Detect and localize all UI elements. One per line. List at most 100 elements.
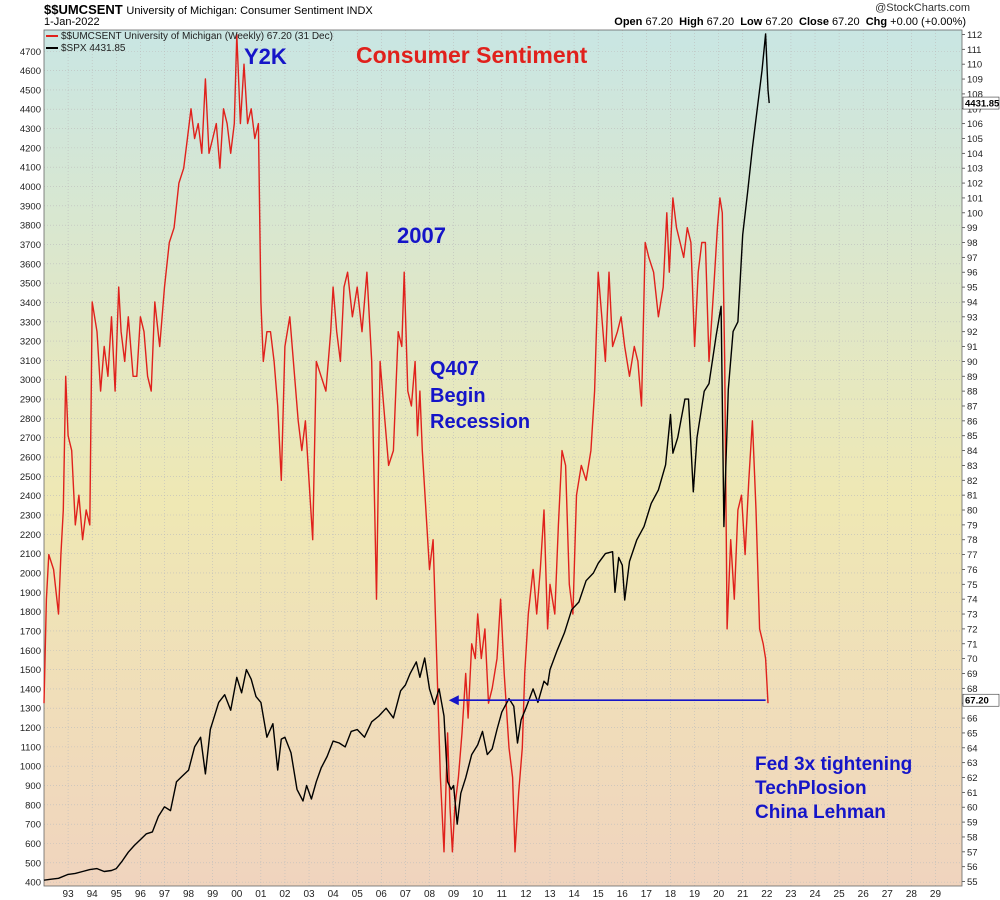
right-tick-label: 68 (967, 684, 978, 695)
left-tick-label: 3400 (20, 298, 41, 309)
right-tick-label: 86 (967, 416, 978, 427)
x-tick-label: 02 (279, 889, 291, 900)
low-value: 67.20 (765, 16, 793, 28)
right-tick-label: 69 (967, 669, 978, 680)
right-tick-label: 104 (967, 149, 983, 160)
right-tick-label: 95 (967, 283, 978, 294)
x-tick-label: 18 (665, 889, 677, 900)
right-tick-label: 71 (967, 639, 978, 650)
x-tick-label: 94 (87, 889, 99, 900)
left-tick-label: 600 (25, 839, 41, 850)
x-tick-label: 17 (641, 889, 653, 900)
right-tick-label: 72 (967, 624, 978, 635)
right-tick-label: 103 (967, 164, 983, 175)
legend-item-umcsent: $$UMCSENT University of Michigan (Weekly… (46, 31, 333, 43)
annotation-techplosion: TechPlosion (755, 778, 867, 799)
right-tick-label: 110 (967, 60, 982, 71)
x-tick-label: 95 (111, 889, 123, 900)
right-tick-label: 90 (967, 357, 978, 368)
symbol-title: $$UMCSENT University of Michigan: Consum… (44, 2, 373, 17)
left-tick-label: 2500 (20, 472, 41, 483)
left-tick-label: 1000 (20, 762, 41, 773)
left-tick-label: 2100 (20, 549, 41, 560)
right-tick-label: 59 (967, 818, 978, 829)
left-tick-label: 1700 (20, 626, 41, 637)
open-label: Open (614, 16, 643, 28)
left-tick-label: 3600 (20, 259, 41, 270)
left-tick-label: 2000 (20, 568, 41, 579)
x-tick-label: 25 (834, 889, 846, 900)
spx-last-value-tag-box (962, 96, 1000, 110)
left-tick-label: 3800 (20, 221, 41, 232)
annotation-title: Consumer Sentiment (356, 42, 588, 68)
right-tick-label: 111 (967, 45, 981, 56)
x-tick-label: 27 (882, 889, 894, 900)
right-tick-label: 83 (967, 461, 978, 472)
x-tick-label: 08 (424, 889, 436, 900)
left-tick-label: 400 (25, 878, 41, 889)
right-tick-label: 56 (967, 862, 978, 873)
right-tick-label: 60 (967, 803, 978, 814)
chart-legend: $$UMCSENT University of Michigan (Weekly… (46, 31, 333, 55)
plot-frame (43, 29, 963, 887)
left-tick-label: 4700 (20, 47, 41, 58)
left-tick-label: 3500 (20, 279, 41, 290)
x-tick-label: 21 (737, 889, 749, 900)
x-tick-label: 07 (400, 889, 412, 900)
left-tick-label: 4500 (20, 85, 41, 96)
left-tick-label: 900 (25, 781, 41, 792)
right-tick-label: 102 (967, 179, 983, 190)
left-tick-label: 1400 (20, 684, 41, 695)
right-tick-label: 81 (967, 491, 978, 502)
right-tick-label: 62 (967, 773, 978, 784)
right-tick-label: 100 (967, 208, 983, 219)
left-tick-label: 4600 (20, 66, 41, 77)
symbol: $$UMCSENT (44, 2, 123, 17)
x-tick-label: 24 (809, 889, 821, 900)
left-tick-label: 700 (25, 820, 41, 831)
left-tick-label: 1300 (20, 704, 41, 715)
x-tick-label: 97 (159, 889, 171, 900)
left-tick-label: 2200 (20, 530, 41, 541)
left-tick-label: 3300 (20, 317, 41, 328)
x-tick-label: 11 (497, 889, 508, 900)
left-tick-label: 3100 (20, 356, 41, 367)
right-tick-label: 94 (967, 297, 978, 308)
right-tick-label: 75 (967, 580, 978, 591)
low-label: Low (740, 16, 763, 28)
x-tick-label: 05 (352, 889, 364, 900)
annotation-q407: Q407 (430, 358, 479, 380)
right-tick-label: 99 (967, 223, 978, 234)
right-tick-label: 55 (967, 877, 978, 888)
left-tick-label: 2400 (20, 491, 41, 502)
right-tick-label: 74 (967, 595, 978, 606)
left-tick-label: 2800 (20, 414, 41, 425)
x-tick-label: 96 (135, 889, 147, 900)
x-axis-group: 93 94 95 96 97 98 99 00 01 02 03 04 05 06 07 08 09 10 11 12… (63, 30, 942, 900)
right-tick-label: 85 (967, 431, 978, 442)
annotation-begin: Begin (430, 385, 486, 407)
x-tick-label: 15 (593, 889, 605, 900)
left-tick-label: 4400 (20, 105, 41, 116)
x-tick-label: 19 (689, 889, 701, 900)
x-tick-label: 99 (207, 889, 219, 900)
x-tick-label: 29 (930, 889, 942, 900)
left-tick-label: 2600 (20, 453, 41, 464)
right-tick-label: 101 (967, 193, 983, 204)
legend-label-spx: $SPX 4431.85 (61, 43, 126, 54)
annotation-y2k: Y2K (244, 44, 287, 69)
right-tick-label: 106 (967, 119, 983, 130)
right-tick-label: 70 (967, 654, 978, 665)
comparison-arrow-head (448, 695, 459, 706)
right-axis-group: 5556575859606162636465666768697071727374… (962, 30, 983, 888)
left-tick-label: 1800 (20, 607, 41, 618)
high-value: 67.20 (706, 16, 735, 28)
stockcharts-credit: @StockCharts.com (875, 2, 970, 14)
symbol-description: University of Michigan: Consumer Sentime… (126, 5, 373, 17)
right-tick-label: 84 (967, 446, 978, 457)
x-tick-label: 03 (303, 889, 315, 900)
right-tick-label: 88 (967, 387, 978, 398)
x-tick-label: 14 (569, 889, 581, 900)
right-tick-label: 57 (967, 847, 978, 858)
right-tick-label: 79 (967, 520, 978, 531)
